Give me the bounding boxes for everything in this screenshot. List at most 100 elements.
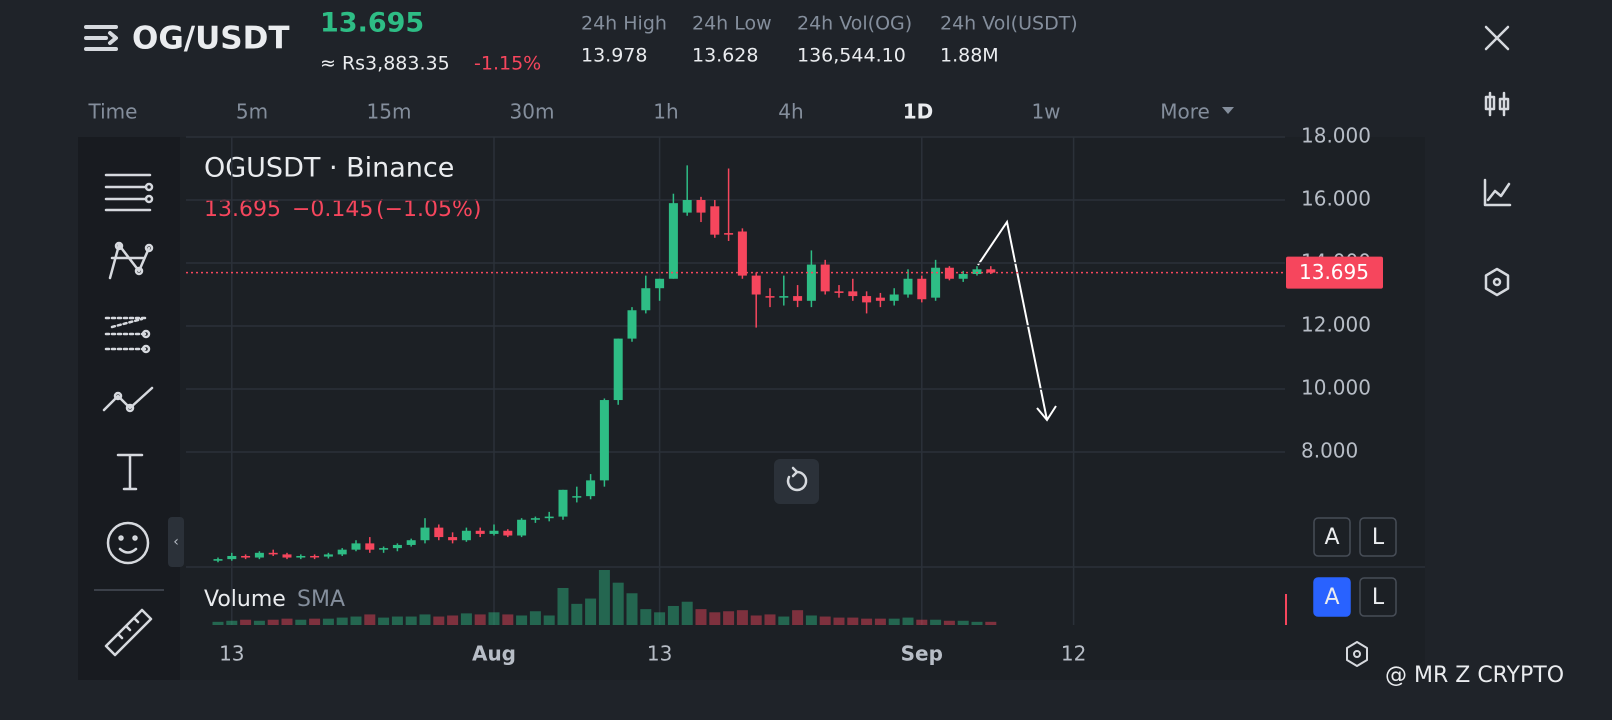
- volume-bar: [930, 619, 942, 625]
- candle-body: [406, 540, 416, 545]
- candle-body: [793, 296, 803, 301]
- volume-bar: [447, 615, 459, 625]
- candle-body: [420, 527, 430, 541]
- candle-body: [668, 203, 678, 279]
- lines-tool[interactable]: [104, 173, 154, 212]
- x-tick-label: Aug: [472, 642, 516, 666]
- timeframe-tab[interactable]: 4h: [778, 100, 803, 124]
- timeframe-tab[interactable]: 15m: [367, 100, 412, 124]
- candle-body: [379, 548, 389, 550]
- volume-bar: [309, 618, 321, 625]
- candle-body: [820, 264, 830, 292]
- candle-body: [627, 310, 637, 339]
- candle-body: [944, 267, 954, 279]
- trend-tool[interactable]: [102, 386, 154, 413]
- volume-bar: [364, 614, 376, 625]
- stat-label: 24h Low: [692, 13, 772, 35]
- y-tick-label: 18.000: [1301, 124, 1371, 148]
- timeframe-tab[interactable]: 30m: [510, 100, 555, 124]
- volume-bar: [626, 593, 638, 625]
- candle-body: [917, 278, 927, 300]
- chart-panel: [78, 137, 1425, 680]
- volume-bar: [281, 618, 293, 625]
- candle-body: [710, 206, 720, 235]
- volume-bar: [916, 619, 928, 625]
- volume-bar: [943, 620, 955, 625]
- scale-button[interactable]: [1359, 577, 1397, 617]
- x-tick-label: 13: [647, 642, 672, 666]
- scale-button-label: A: [1324, 585, 1339, 610]
- scale-button[interactable]: [1313, 517, 1351, 557]
- volume-bar: [571, 603, 583, 625]
- candle-body: [986, 269, 996, 273]
- timeframe-tab[interactable]: Time: [88, 100, 138, 124]
- candle-body: [586, 480, 596, 497]
- collapse-arrow: ‹: [173, 534, 179, 550]
- close-button[interactable]: [1484, 25, 1510, 51]
- last-price: 13.695: [320, 8, 424, 39]
- candle-body: [227, 555, 237, 560]
- indicator-icon[interactable]: [1483, 178, 1512, 207]
- reset-button[interactable]: [774, 459, 819, 504]
- volume-bar: [557, 587, 569, 625]
- candle-body: [365, 543, 375, 550]
- watermark-logo: [1346, 641, 1368, 667]
- price-change: -1.15%: [474, 53, 541, 75]
- volume-bar: [295, 619, 307, 625]
- pair-name[interactable]: OG/USDT: [132, 21, 290, 57]
- candle-body: [282, 554, 292, 558]
- candle-body: [806, 264, 816, 301]
- candle-body: [599, 400, 609, 481]
- timeframe-tab[interactable]: 1D: [903, 100, 934, 124]
- volume-bar: [419, 614, 431, 625]
- volume-bar: [861, 618, 873, 625]
- candle-body: [682, 200, 692, 213]
- volume-bar: [378, 617, 390, 625]
- candle-body: [696, 200, 706, 213]
- stat-value: 13.628: [692, 45, 758, 67]
- settings-icon[interactable]: [1484, 267, 1510, 297]
- candle-body: [889, 294, 899, 301]
- collapse-toolbar[interactable]: [168, 517, 184, 567]
- candle-body: [834, 291, 844, 293]
- candles-icon[interactable]: [1484, 91, 1510, 117]
- volume-bar: [764, 614, 776, 625]
- legend-last: 13.695: [204, 197, 281, 222]
- timeframe-tab[interactable]: More: [1160, 100, 1210, 124]
- text-tool[interactable]: [116, 453, 144, 491]
- scale-button-label: L: [1372, 525, 1385, 550]
- timeframe-tab[interactable]: 1h: [653, 100, 678, 124]
- volume-bar: [212, 621, 224, 625]
- candle-body: [848, 291, 858, 297]
- legend-change-pct: (−1.05%): [376, 197, 482, 222]
- candle-body: [972, 269, 982, 275]
- volume-bar: [695, 609, 707, 625]
- volume-bar: [460, 613, 472, 625]
- timeframe-tab[interactable]: 1w: [1031, 100, 1060, 124]
- scale-button[interactable]: [1359, 517, 1397, 557]
- candle-body: [655, 278, 665, 289]
- scale-button[interactable]: [1313, 577, 1351, 617]
- candle-body: [337, 549, 347, 555]
- emoji-tool[interactable]: [106, 521, 150, 565]
- volume-bar: [336, 617, 348, 625]
- pattern-tool[interactable]: [108, 241, 154, 280]
- candle-body: [323, 554, 333, 557]
- volume-bar: [488, 612, 500, 625]
- ruler-tool[interactable]: [104, 608, 153, 657]
- candle-body: [751, 275, 761, 295]
- x-tick-label: 12: [1061, 642, 1086, 666]
- candle-body: [779, 296, 789, 298]
- timeframe-tab[interactable]: 5m: [236, 100, 268, 124]
- volume-bar: [681, 601, 693, 625]
- menu-icon[interactable]: [84, 25, 118, 51]
- candle-body: [737, 231, 747, 276]
- last-price-tag-text: 13.695: [1299, 260, 1369, 284]
- fib-tool[interactable]: [104, 316, 151, 354]
- volume-bar: [405, 616, 417, 625]
- volume-bar: [640, 609, 652, 625]
- candle-body: [875, 297, 885, 301]
- volume-bar: [667, 605, 679, 625]
- volume-bar: [957, 620, 969, 625]
